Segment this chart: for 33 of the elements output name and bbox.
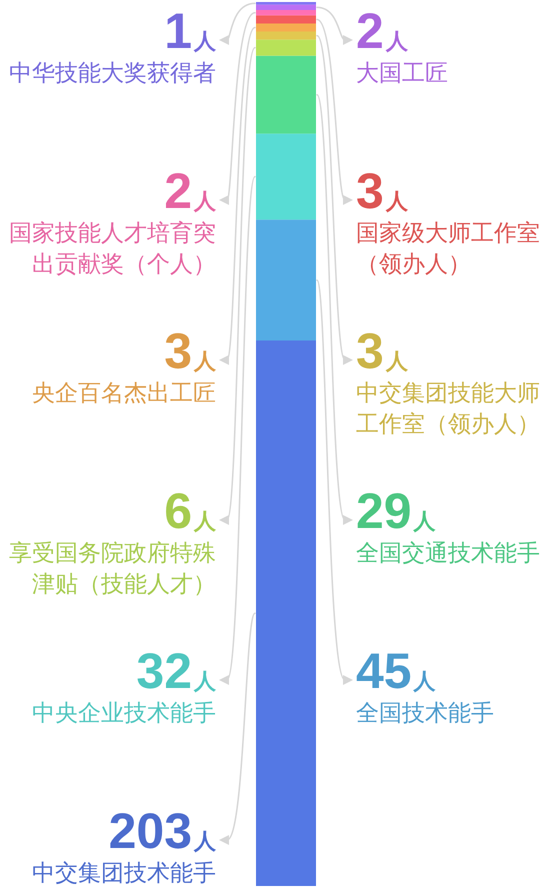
- data-label: 2人: [356, 3, 409, 59]
- text: 全国技术能手: [356, 700, 494, 726]
- bar: [256, 220, 316, 341]
- data-label: 3人: [356, 323, 409, 379]
- text: 中华技能大奖获得者: [9, 60, 216, 86]
- text: 央企百名杰出工匠: [32, 380, 216, 406]
- data-label: 45人: [356, 643, 437, 699]
- bar: [256, 15, 316, 24]
- text: 大国工匠: [356, 60, 448, 86]
- bar: [256, 40, 316, 56]
- text: 享受国务院政府特殊津贴（技能人才）: [9, 540, 216, 598]
- text: 全国交通技术能手: [356, 540, 540, 566]
- data-label: 3人: [164, 323, 217, 379]
- data-label: 3人: [356, 163, 409, 219]
- data-label: 32人: [136, 643, 217, 699]
- data-label: 2人: [164, 163, 217, 219]
- data-label: 1人: [164, 3, 217, 59]
- series-label: 中交集团技术能手: [32, 860, 216, 886]
- data-label: 6人: [164, 483, 217, 539]
- data-label: 29人: [356, 483, 437, 539]
- bar: [256, 10, 316, 16]
- bar: [256, 134, 316, 220]
- text: 中央企业技术能手: [32, 700, 216, 726]
- bar: [256, 340, 316, 886]
- bar: [256, 2, 316, 5]
- text: 国家技能人才培育突出贡献奖（个人）: [9, 220, 216, 278]
- bar: [256, 23, 316, 32]
- text: 中交集团技能大师工作室（领办人）: [356, 380, 540, 438]
- bar: [256, 32, 316, 40]
- bar: [256, 4, 316, 10]
- bar: [256, 56, 316, 134]
- data-label: 203人: [108, 803, 217, 859]
- text: 国家级大师工作室（领办人）: [356, 220, 540, 278]
